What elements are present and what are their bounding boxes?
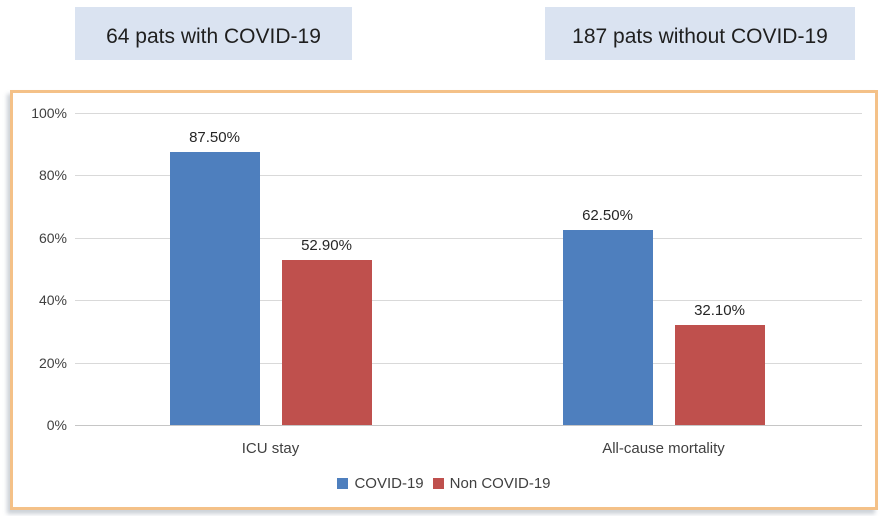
gridline-20 bbox=[75, 362, 862, 364]
data-label-covid-19-all-cause-mortality: 62.50% bbox=[582, 207, 633, 224]
legend-swatch-icon bbox=[337, 478, 349, 489]
legend-item-covid-19[interactable]: COVID-19 bbox=[337, 475, 424, 492]
bar-covid-19-all-cause-mortality[interactable] bbox=[562, 230, 653, 425]
x-axis-line bbox=[75, 425, 862, 426]
legend-label: COVID-19 bbox=[354, 475, 424, 492]
y-axis-tick-20: 20% bbox=[38, 354, 67, 371]
gridline-60 bbox=[75, 237, 862, 239]
category-label-icu-stay: ICU stay bbox=[241, 440, 300, 457]
legend-label: Non COVID-19 bbox=[449, 475, 551, 492]
header-label-non-covid-group: 187 pats without COVID-19 bbox=[545, 7, 855, 60]
bar-non-covid-19-icu-stay[interactable] bbox=[281, 259, 372, 425]
category-label-all-cause-mortality: All-cause mortality bbox=[602, 440, 725, 457]
legend-swatch-icon bbox=[432, 478, 444, 489]
chart-legend: COVID-19 Non COVID-19 bbox=[13, 475, 875, 492]
y-axis-tick-80: 80% bbox=[38, 167, 67, 184]
gridline-100 bbox=[75, 113, 862, 114]
header-label-covid-group: 64 pats with COVID-19 bbox=[75, 7, 352, 60]
bar-chart: 100% 80% 60% 40% 20% 0% 87.50% 52.90% ICU stay 62… bbox=[10, 90, 878, 510]
bar-covid-19-icu-stay[interactable] bbox=[169, 152, 260, 425]
gridline-40 bbox=[75, 300, 862, 302]
y-axis-tick-60: 60% bbox=[38, 229, 67, 246]
bar-non-covid-19-all-cause-mortality[interactable] bbox=[674, 324, 765, 425]
data-label-non-covid-19-all-cause-mortality: 32.10% bbox=[694, 301, 745, 319]
y-axis-tick-0: 0% bbox=[46, 417, 67, 433]
data-label-non-covid-19-icu-stay: 52.90% bbox=[301, 236, 352, 254]
gridline-80 bbox=[75, 175, 862, 177]
legend-item-non-covid-19[interactable]: Non COVID-19 bbox=[432, 475, 551, 492]
y-axis-tick-40: 40% bbox=[38, 292, 67, 309]
data-label-covid-19-icu-stay: 87.50% bbox=[189, 129, 240, 146]
y-axis-tick-100: 100% bbox=[31, 105, 67, 121]
